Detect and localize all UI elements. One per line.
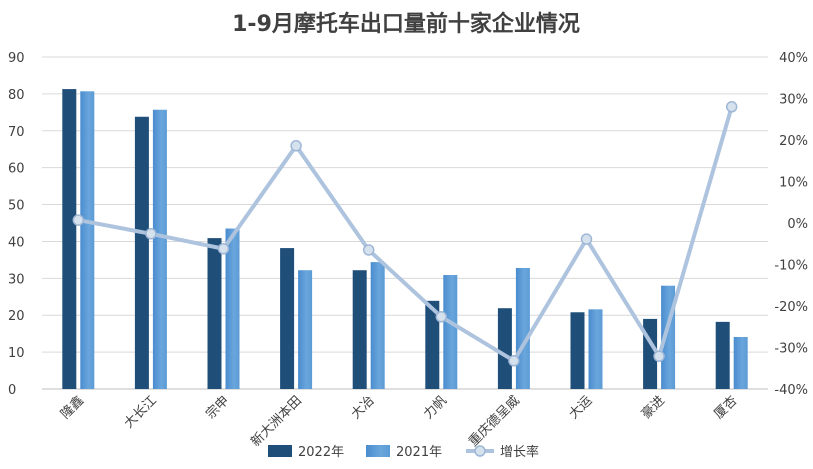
growth-point bbox=[725, 101, 738, 113]
chart-title: 1-9月摩托车出口量前十家企业情况 bbox=[232, 11, 580, 37]
growth-point bbox=[72, 214, 85, 226]
category-label: 厦杏 bbox=[712, 393, 741, 422]
right-tick-label: 10% bbox=[779, 176, 808, 191]
category-label: 隆鑫 bbox=[57, 393, 87, 423]
left-tick-label: 50 bbox=[8, 199, 25, 214]
category-labels: 隆鑫 大长江 宗申 新大洲本田 大冶 力帆 重庆德呈威 大运 豪进 厦杏 bbox=[57, 393, 740, 450]
bar-2021 bbox=[588, 309, 603, 389]
category-label: 豪进 bbox=[638, 393, 668, 423]
growth-point bbox=[362, 244, 375, 256]
legend-label: 2022年 bbox=[298, 445, 344, 460]
growth-point bbox=[508, 355, 520, 367]
bars bbox=[62, 89, 748, 390]
bar-2021 bbox=[152, 109, 167, 390]
right-tick-label: -30% bbox=[774, 342, 808, 357]
right-tick-label: 40% bbox=[779, 51, 808, 66]
bar-2022 bbox=[134, 116, 149, 389]
bar-2022 bbox=[425, 300, 440, 389]
category-label: 大运 bbox=[566, 393, 595, 422]
legend-label: 增长率 bbox=[500, 444, 539, 460]
gridlines bbox=[42, 56, 768, 390]
left-tick-label: 80 bbox=[8, 88, 25, 103]
growth-point bbox=[653, 350, 665, 362]
bar-2021 bbox=[370, 262, 385, 389]
right-tick-label: -40% bbox=[774, 383, 808, 398]
growth-line-path bbox=[76, 104, 734, 363]
left-tick-label: 70 bbox=[8, 125, 25, 140]
bar-2022 bbox=[352, 270, 367, 389]
category-label: 大冶 bbox=[349, 393, 378, 422]
category-label: 宗申 bbox=[203, 393, 233, 423]
right-tick-label: -10% bbox=[774, 259, 808, 274]
growth-point bbox=[580, 233, 593, 245]
growth-point bbox=[217, 242, 230, 255]
category-label: 重庆德呈威 bbox=[465, 393, 522, 450]
bar-2022 bbox=[715, 321, 730, 389]
legend-line-marker bbox=[474, 445, 486, 457]
bar-2022 bbox=[280, 248, 295, 389]
right-tick-label: 20% bbox=[779, 134, 808, 149]
growth-point bbox=[145, 228, 157, 240]
category-label: 大长江 bbox=[122, 393, 160, 431]
growth-point bbox=[290, 140, 302, 152]
left-axis: 0 10 20 30 40 50 60 70 80 90 bbox=[8, 51, 25, 398]
bar-2021 bbox=[733, 336, 748, 389]
right-tick-label: -20% bbox=[774, 300, 808, 315]
right-tick-label: 30% bbox=[779, 93, 808, 108]
bar-2022 bbox=[570, 312, 585, 389]
left-tick-label: 90 bbox=[8, 51, 25, 66]
left-tick-label: 0 bbox=[8, 383, 16, 398]
legend: 2022年 2021年 增长率 bbox=[268, 444, 539, 460]
bar-2021 bbox=[298, 270, 313, 389]
growth-point bbox=[435, 311, 448, 323]
legend-bar-swatch bbox=[366, 445, 390, 457]
left-tick-label: 20 bbox=[8, 309, 25, 324]
category-label: 新大洲本田 bbox=[248, 393, 305, 450]
right-tick-label: 0% bbox=[787, 217, 808, 232]
right-axis: -40% -30% -20% -10% 0% 10% 20% 30% 40% bbox=[774, 51, 808, 398]
bar-2021 bbox=[225, 228, 240, 389]
legend-label: 2021年 bbox=[396, 445, 442, 460]
left-tick-label: 40 bbox=[8, 235, 25, 250]
left-tick-label: 30 bbox=[8, 272, 25, 287]
bar-2022 bbox=[207, 238, 222, 389]
bar-2022 bbox=[497, 308, 512, 389]
bar-2021 bbox=[80, 91, 95, 389]
bar-2021 bbox=[515, 268, 530, 389]
category-label: 力帆 bbox=[421, 393, 450, 422]
growth-line bbox=[72, 101, 738, 367]
bar-2021 bbox=[443, 275, 458, 389]
bar-2022 bbox=[62, 89, 77, 390]
left-tick-label: 60 bbox=[8, 162, 25, 177]
left-tick-label: 10 bbox=[8, 346, 25, 361]
legend-bar-swatch bbox=[268, 445, 292, 457]
